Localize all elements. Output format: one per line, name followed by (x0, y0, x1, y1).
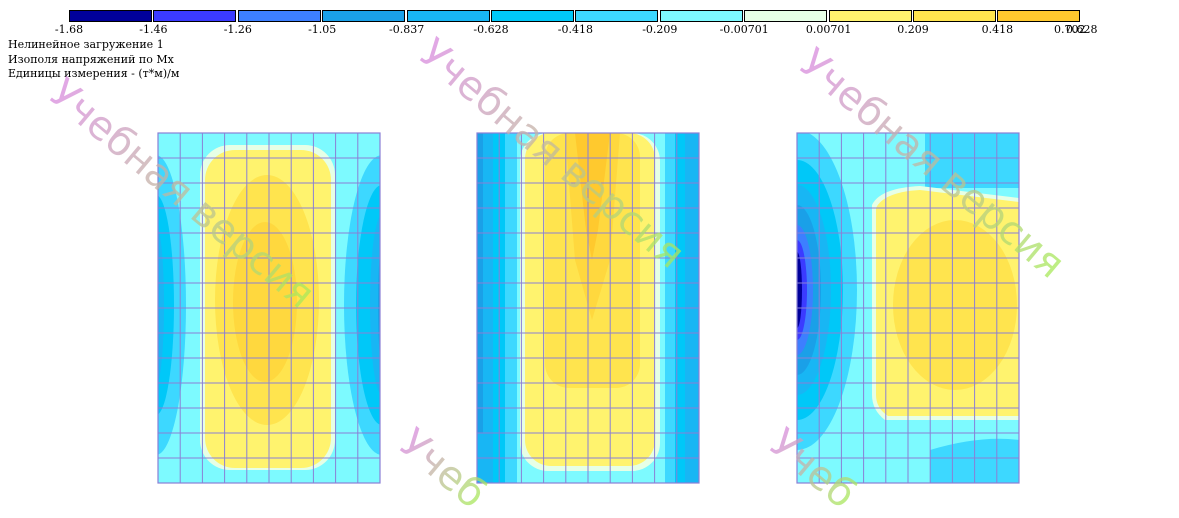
legend-tick-label: -1.46 (139, 23, 168, 36)
load-case-label: Нелинейное загружение 1 (8, 38, 164, 51)
mesh-grid (158, 133, 1019, 483)
legend-tick-label: -0.628 (473, 23, 509, 36)
legend-swatch (322, 10, 406, 22)
legend-tick-label: -0.418 (557, 23, 593, 36)
legend-tick-label: 0.628 (1066, 23, 1098, 36)
legend-tick-label: -0.209 (642, 23, 678, 36)
result-info: Нелинейное загружение 1 Изополя напряжен… (8, 38, 179, 82)
units-label: Единицы измерения - (т*м)/м (8, 67, 180, 80)
legend-tick-label: -1.05 (308, 23, 337, 36)
legend-tick-label: 0.00701 (805, 23, 852, 36)
isofield-plots (157, 132, 1020, 484)
result-type-label: Изополя напряжений по Mx (8, 52, 174, 66)
legend-swatch (491, 10, 574, 22)
legend-swatch (406, 10, 490, 22)
legend-swatch (153, 10, 237, 22)
legend-tick-label: -1.68 (54, 23, 84, 36)
plate-frame (796, 132, 1020, 484)
legend-swatch (575, 10, 659, 22)
legend-swatch (659, 10, 743, 22)
legend-tick-label: -1.26 (223, 23, 252, 36)
plate-frame (476, 132, 700, 484)
legend-tick-label: -0.00701 (719, 23, 769, 36)
plate-frames (157, 132, 1020, 484)
plate-frame (157, 132, 381, 484)
legend-tick-label: 0.209 (897, 23, 929, 36)
legend-swatch (69, 10, 152, 22)
legend-tick-label: 0.418 (981, 23, 1014, 36)
legend-swatch (744, 10, 828, 22)
legend-swatch (828, 10, 912, 22)
legend-swatch (913, 10, 996, 22)
legend-tick-label: 0.702 (1054, 23, 1086, 36)
legend-swatch (237, 10, 321, 22)
legend-swatch (997, 10, 1081, 22)
legend-tick-label: -0.837 (388, 23, 425, 36)
